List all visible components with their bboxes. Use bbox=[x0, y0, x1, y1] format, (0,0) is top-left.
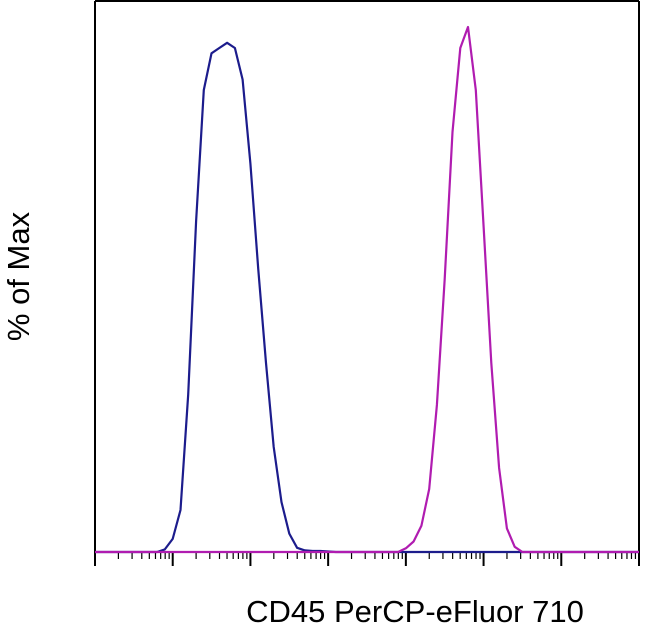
y-axis-title: % of Max bbox=[1, 211, 36, 341]
histogram-series-1 bbox=[95, 41, 639, 554]
x-axis-ticks bbox=[94, 552, 640, 566]
series-layer bbox=[95, 25, 639, 554]
histogram-series-2 bbox=[95, 25, 639, 554]
x-axis-title: CD45 PerCP-eFluor 710 bbox=[246, 594, 584, 629]
plot-frame bbox=[94, 0, 640, 553]
